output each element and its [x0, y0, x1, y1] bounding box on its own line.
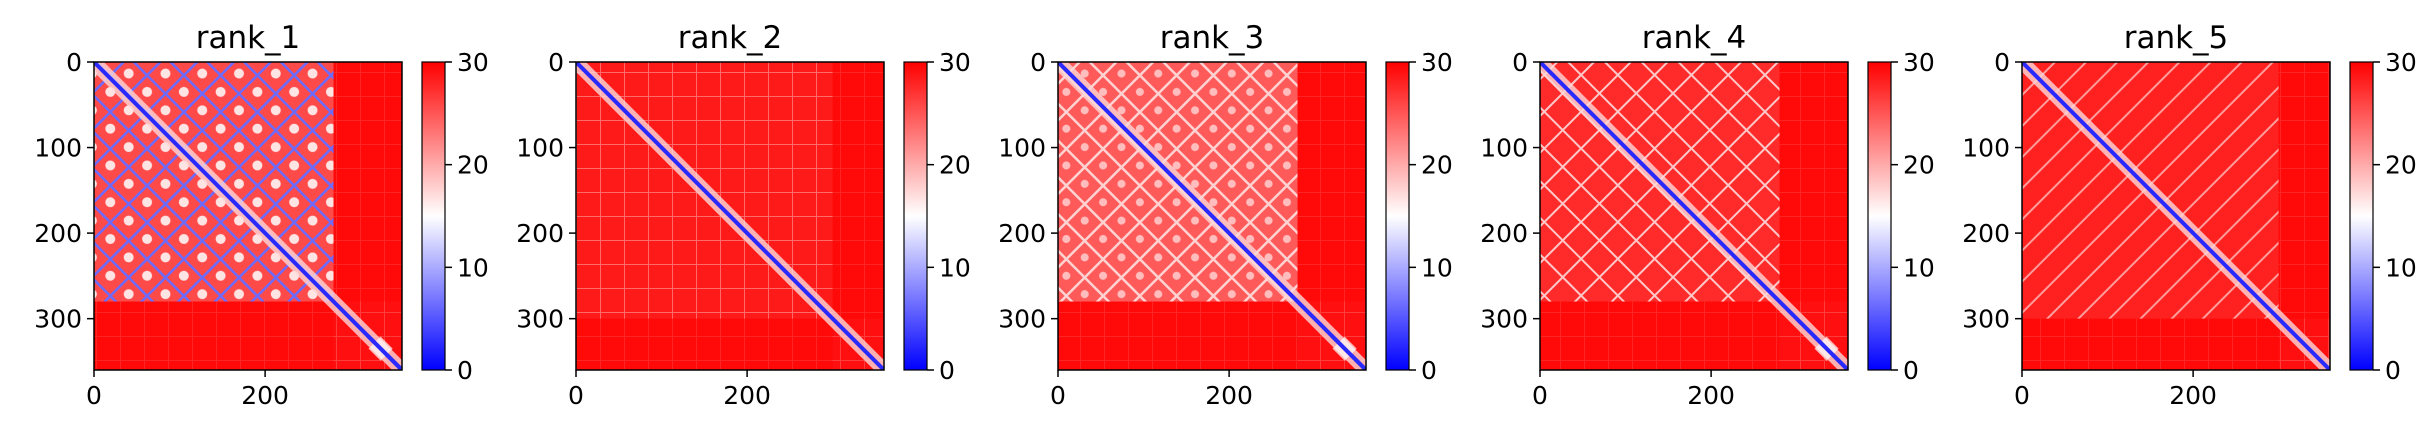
diagonal-line — [576, 62, 884, 370]
heatmap-panel-3: rank_3 0 100 200 300 0 200 0 10 20 30 — [998, 20, 1453, 410]
diagonal-line — [1540, 62, 1848, 370]
heatmap-panel-1: rank_1 0 100 200 300 0 200 0 10 20 30 — [34, 20, 489, 410]
heatmap-cells — [576, 62, 884, 370]
y-tick-label: 0 — [1512, 48, 1528, 77]
diagonal-line — [366, 334, 402, 370]
colorbar-tick-label: 20 — [2385, 151, 2417, 180]
y-tick-label: 0 — [66, 48, 82, 77]
plot-frame — [1057, 61, 1367, 371]
heatmap-cells — [1540, 62, 1848, 370]
y-tick-label: 100 — [34, 134, 82, 163]
colorbar-tick-label: 20 — [1421, 151, 1453, 180]
colorbar: 0 10 20 30 — [903, 48, 971, 385]
heatmap-cells — [2022, 62, 2330, 370]
chart-title: rank_2 — [678, 20, 783, 56]
colorbar-tick-label: 10 — [939, 253, 971, 282]
y-tick-label: 200 — [34, 219, 82, 248]
x-tick-label: 0 — [2014, 381, 2030, 410]
y-tick-label: 0 — [1994, 48, 2010, 77]
colorbar-tick-label: 10 — [457, 253, 489, 282]
colorbar: 0 10 20 30 — [421, 48, 489, 385]
y-tick-label: 300 — [998, 305, 1046, 334]
colorbar-tick-label: 0 — [1903, 356, 1919, 385]
colorbar-tick-label: 0 — [2385, 356, 2401, 385]
y-tick-label: 200 — [998, 219, 1046, 248]
colorbar-tick-label: 10 — [1903, 253, 1935, 282]
plot-frame — [575, 61, 885, 371]
colorbar: 0 10 20 30 — [2349, 48, 2417, 385]
heatmap-cells — [1058, 62, 1366, 370]
diagonal-line — [1812, 334, 1848, 370]
colorbar-gradient — [421, 61, 446, 371]
y-tick-label: 300 — [34, 305, 82, 334]
colorbar-tick-label: 0 — [939, 356, 955, 385]
chart-title: rank_1 — [196, 20, 301, 56]
tail-region — [1540, 301, 1848, 370]
colorbar-tick-label: 0 — [1421, 356, 1437, 385]
chart-title: rank_3 — [1160, 20, 1265, 56]
tail-region — [1058, 301, 1366, 370]
colorbar-tick-label: 30 — [457, 48, 489, 77]
tail-region — [94, 301, 402, 370]
x-tick-label: 200 — [241, 381, 289, 410]
colorbar-tick-label: 20 — [457, 151, 489, 180]
y-tick-label: 300 — [1480, 305, 1528, 334]
plot-frame — [93, 61, 403, 371]
colorbar-tick-label: 20 — [939, 151, 971, 180]
colorbar-tick-label: 30 — [1421, 48, 1453, 77]
y-tick-label: 100 — [1962, 134, 2010, 163]
colorbar-gradient — [2349, 61, 2374, 371]
colorbar-gradient — [1867, 61, 1892, 371]
y-tick-label: 100 — [1480, 134, 1528, 163]
plot-frame — [2021, 61, 2331, 371]
colorbar-gradient — [1385, 61, 1410, 371]
colorbar-gradient — [903, 61, 928, 371]
heatmap-panel-4: rank_4 0 100 200 300 0 200 0 10 20 30 — [1480, 20, 1935, 410]
heatmap-cells — [94, 62, 402, 370]
heatmap-panel-2: rank_2 0 100 200 300 0 200 0 10 20 30 — [516, 20, 971, 410]
x-tick-label: 200 — [1205, 381, 1253, 410]
diagonal-line — [94, 62, 402, 370]
chart-title: rank_4 — [1642, 20, 1747, 56]
colorbar-tick-label: 20 — [1903, 151, 1935, 180]
y-tick-label: 200 — [1480, 219, 1528, 248]
x-tick-label: 0 — [1532, 381, 1548, 410]
diagonal-line — [1058, 62, 1366, 370]
diagonal-line — [1330, 334, 1366, 370]
colorbar: 0 10 20 30 — [1867, 48, 1935, 385]
y-tick-label: 100 — [516, 134, 564, 163]
x-tick-label: 0 — [86, 381, 102, 410]
y-tick-label: 200 — [516, 219, 564, 248]
y-tick-label: 0 — [1030, 48, 1046, 77]
colorbar-tick-label: 30 — [2385, 48, 2417, 77]
colorbar-tick-label: 30 — [1903, 48, 1935, 77]
x-tick-label: 200 — [1687, 381, 1735, 410]
colorbar-tick-label: 10 — [1421, 253, 1453, 282]
y-tick-label: 300 — [516, 305, 564, 334]
colorbar-tick-label: 0 — [457, 356, 473, 385]
plot-frame — [1539, 61, 1849, 371]
x-tick-label: 0 — [1050, 381, 1066, 410]
heatmap-panel-5: rank_5 0 100 200 300 0 200 0 10 20 30 — [1962, 20, 2417, 410]
colorbar-tick-label: 30 — [939, 48, 971, 77]
chart-title: rank_5 — [2124, 20, 2229, 56]
diagonal-line — [2022, 62, 2330, 370]
y-tick-label: 100 — [998, 134, 1046, 163]
colorbar: 0 10 20 30 — [1385, 48, 1453, 385]
x-tick-label: 200 — [723, 381, 771, 410]
x-tick-label: 200 — [2169, 381, 2217, 410]
y-tick-label: 200 — [1962, 219, 2010, 248]
x-tick-label: 0 — [568, 381, 584, 410]
y-tick-label: 0 — [548, 48, 564, 77]
y-tick-label: 300 — [1962, 305, 2010, 334]
colorbar-tick-label: 10 — [2385, 253, 2417, 282]
